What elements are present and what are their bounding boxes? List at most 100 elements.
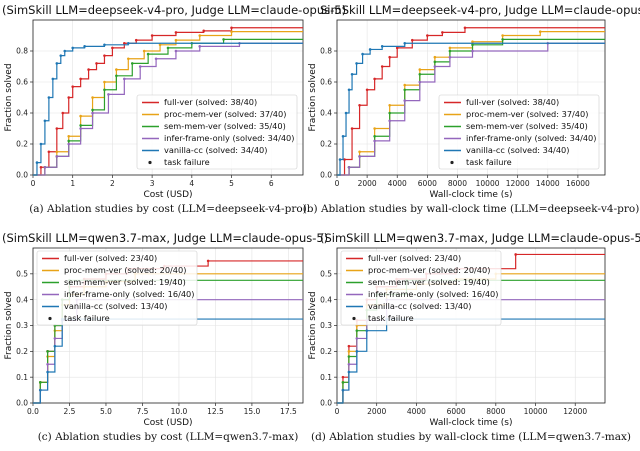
x-tick-label: 15.0: [244, 407, 261, 416]
series-point: [410, 38, 414, 42]
series-point: [115, 74, 118, 78]
series-point: [388, 55, 391, 59]
legend-box: [36, 250, 198, 326]
x-tick-label: 8000: [448, 179, 467, 188]
chart-title: SimSkill LLM=deepseek-v4-pro, Judge LLM=…: [320, 3, 640, 17]
x-axis-label: Wall-clock time (s): [430, 190, 513, 200]
x-tick-label: 10.0: [171, 407, 188, 416]
legend-marker-task-failure: [148, 160, 152, 165]
series-point: [91, 108, 94, 112]
y-tick-label: 0.4: [320, 295, 332, 304]
x-tick-label: 6: [269, 179, 274, 188]
series-point: [341, 134, 345, 138]
series-point: [433, 55, 437, 59]
series-line-0: [33, 27, 303, 176]
legend-entry: proc-mem-ver (solved: 20/40): [368, 265, 490, 275]
series-point: [501, 38, 504, 41]
x-tick-label: 1: [70, 179, 75, 188]
x-axis-label: Cost (USD): [143, 418, 192, 428]
x-tick-label: 6000: [418, 179, 437, 188]
series-point: [358, 155, 361, 158]
chart-panel-0: (SimSkill LLM=deepseek-v4-pro, Judge LLM…: [2, 3, 346, 215]
series-point: [341, 381, 345, 384]
x-tick-label: 12.5: [207, 407, 224, 416]
series-point: [87, 68, 90, 71]
series-point: [46, 362, 49, 366]
series-point: [61, 111, 65, 115]
series-point: [150, 34, 154, 37]
x-tick-label: 6000: [447, 407, 466, 416]
series-point: [403, 83, 407, 87]
series-point: [55, 62, 59, 65]
x-axis-label: Wall-clock time (s): [430, 418, 513, 428]
series-point: [126, 57, 130, 61]
x-tick-label: 12000: [563, 407, 587, 416]
x-tick-label: 0: [335, 179, 340, 188]
series-point: [115, 68, 118, 71]
legend-entry: sem-mem-ver (solved: 19/40): [64, 277, 186, 287]
series-point: [347, 344, 351, 348]
series-point: [418, 80, 422, 84]
y-tick-label: 0.6: [320, 78, 332, 87]
legend-entry: vanilla-cc (solved: 13/40): [64, 301, 167, 311]
x-axis-label: Cost (USD): [143, 190, 192, 200]
y-tick-label: 0.2: [320, 347, 332, 356]
y-tick-label: 0.1: [16, 373, 28, 382]
series-point: [83, 45, 86, 48]
y-axis-label: Fraction solved: [308, 291, 318, 359]
series-point: [146, 52, 150, 56]
series-point: [471, 49, 474, 53]
series-point: [471, 40, 474, 43]
series-point: [355, 350, 359, 353]
y-tick-label: 0.4: [320, 109, 332, 118]
series-point: [514, 253, 517, 256]
series-point: [71, 85, 75, 88]
y-tick-label: 0.2: [16, 140, 28, 149]
x-tick-label: 5: [229, 179, 234, 188]
plot-frame: [336, 19, 606, 176]
series-point: [103, 54, 106, 57]
legend-box: [438, 94, 600, 170]
series-line-3: [33, 42, 303, 176]
series-point: [51, 77, 55, 81]
x-tick-label: 8000: [486, 407, 505, 416]
legend-marker-task-failure: [352, 316, 356, 321]
legend-entry: infer-frame-only (solved: 34/40): [164, 133, 294, 143]
series-point: [426, 34, 429, 37]
x-tick-label: 4000: [407, 407, 426, 416]
series-point: [43, 165, 47, 169]
y-tick-label: 0.0: [320, 171, 332, 180]
series-point: [134, 38, 138, 42]
chart-title: (SimSkill LLM=qwen3.7-max, Judge LLM=cla…: [320, 231, 640, 245]
x-tick-label: 2000: [358, 179, 377, 188]
series-point: [347, 350, 351, 353]
series-point: [448, 55, 452, 59]
plot-frame: [32, 19, 304, 176]
series-point: [344, 111, 348, 115]
series-point: [38, 381, 42, 384]
legend-entry-task-failure: task failure: [466, 157, 512, 167]
series-point: [380, 65, 384, 68]
series-point: [350, 72, 354, 76]
x-tick-label: 10000: [524, 407, 548, 416]
series-point: [463, 26, 467, 30]
series-point: [355, 329, 359, 332]
series-point: [347, 355, 351, 358]
series-point: [107, 93, 110, 96]
y-axis-label: Fraction solved: [308, 63, 318, 131]
series-point: [138, 65, 142, 68]
y-tick-label: 0.5: [320, 269, 332, 278]
x-tick-label: 0.0: [27, 407, 39, 416]
y-tick-label: 0.0: [16, 171, 28, 180]
series-point: [130, 62, 134, 65]
x-tick-label: 4: [189, 179, 194, 188]
series-point: [79, 114, 82, 118]
y-axis-label: Fraction solved: [4, 63, 14, 131]
x-tick-label: 2.5: [64, 407, 76, 416]
series-point: [67, 142, 71, 146]
legend-entry: vanilla-cc (solved: 34/40): [164, 145, 267, 155]
chart-panel-2: (SimSkill LLM=qwen3.7-max, Judge LLM=cla…: [2, 231, 328, 443]
legend-entry: full-ver (solved: 23/40): [64, 253, 157, 263]
series-point: [355, 62, 358, 65]
y-tick-label: 0.6: [16, 78, 28, 87]
